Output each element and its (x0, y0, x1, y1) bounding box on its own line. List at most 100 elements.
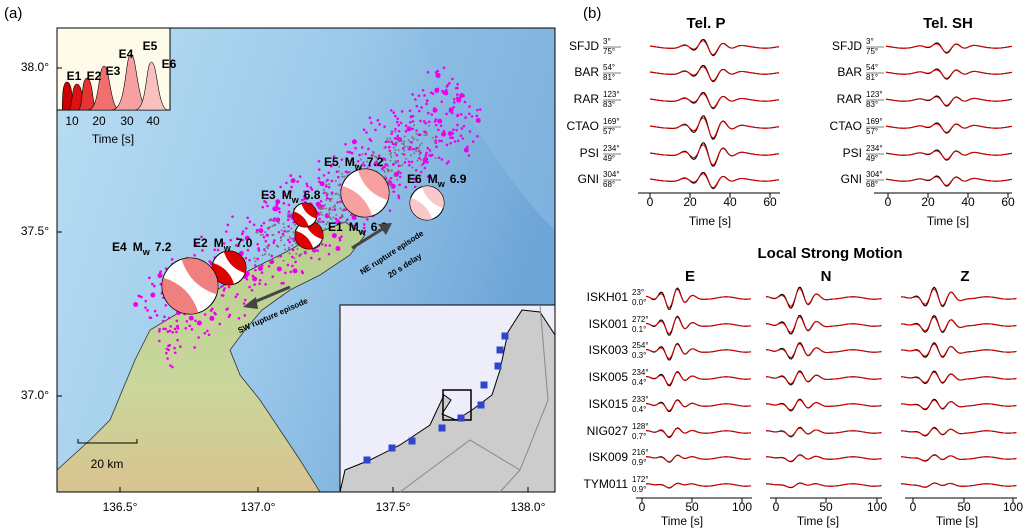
aftershock (288, 241, 291, 244)
distance: 75° (866, 47, 878, 56)
mag-sub: w (291, 195, 300, 205)
background-event (395, 141, 397, 143)
mag-sub: w (223, 243, 232, 253)
background-event (349, 171, 351, 173)
aftershock (414, 98, 417, 101)
aftershock (223, 287, 226, 290)
background-event (320, 211, 322, 213)
aftershock (454, 140, 457, 143)
background-event (426, 132, 428, 134)
aftershock (173, 347, 176, 350)
aftershock (476, 135, 479, 138)
synthetic-waveform (886, 97, 1012, 105)
background-event (289, 213, 291, 215)
aftershock (241, 233, 244, 236)
aftershock (405, 125, 408, 128)
background-event (415, 133, 417, 135)
aftershock (418, 133, 421, 136)
x-tick-label: 60 (1001, 195, 1015, 209)
aftershock (327, 171, 330, 174)
aftershock (162, 320, 165, 323)
background-event (387, 165, 389, 167)
observed-waveform (901, 399, 1017, 410)
aftershock (468, 105, 471, 108)
aftershock (434, 88, 439, 93)
aftershock (171, 331, 174, 334)
background-event (291, 244, 293, 246)
panel-label: (a) (4, 5, 22, 22)
background-event (288, 230, 290, 232)
background-event (328, 209, 330, 211)
aftershock (400, 122, 403, 125)
panel-title: Local Strong Motion (758, 245, 903, 262)
background-event (255, 231, 257, 233)
distance: 0.3° (632, 351, 646, 360)
component-label: Z (960, 268, 969, 285)
aftershock (440, 140, 443, 143)
aftershock (174, 328, 177, 331)
aftershock (256, 258, 259, 261)
station (389, 445, 396, 452)
distance: 49° (603, 154, 615, 163)
background-event (289, 236, 291, 238)
background-event (331, 198, 333, 200)
aftershock (174, 351, 177, 354)
station-label: ISK015 (589, 397, 629, 411)
aftershock (428, 121, 431, 124)
background-event (277, 256, 279, 258)
aftershock (245, 227, 248, 230)
inset-event-label: E3 (106, 64, 121, 78)
aftershock (253, 283, 256, 286)
aftershock (214, 313, 217, 316)
aftershock (418, 94, 421, 97)
azimuth: 172° (632, 475, 649, 484)
background-event (336, 202, 338, 204)
aftershock (443, 91, 448, 96)
aftershock (328, 253, 331, 256)
aftershock (225, 308, 228, 311)
background-event (409, 141, 411, 143)
aftershock (460, 113, 463, 116)
background-event (325, 223, 327, 225)
distance: 68° (603, 180, 615, 189)
aftershock (367, 148, 370, 151)
aftershock (419, 120, 422, 123)
background-event (429, 151, 431, 153)
background-event (272, 234, 274, 236)
x-tick-label: 100 (867, 500, 887, 514)
background-event (395, 162, 397, 164)
aftershock (293, 268, 298, 273)
aftershock (261, 206, 264, 209)
aftershock (451, 78, 454, 81)
background-event (386, 140, 388, 142)
background-event (324, 204, 326, 206)
background-event (325, 184, 327, 186)
x-tick-label: 0 (639, 500, 646, 514)
station-label: RAR (574, 92, 600, 106)
background-event (410, 148, 412, 150)
aftershock (235, 295, 238, 298)
x-tick-label: 60 (763, 195, 777, 209)
aftershock (284, 271, 287, 274)
panel-label: (b) (583, 5, 601, 22)
aftershock (220, 285, 223, 288)
background-event (413, 152, 415, 154)
aftershock (285, 182, 288, 185)
aftershock (253, 223, 256, 226)
event-mag: 6.8 (304, 188, 321, 202)
aftershock (193, 254, 196, 257)
background-event (335, 193, 337, 195)
aftershock (369, 116, 372, 119)
aftershock (259, 279, 262, 282)
background-event (320, 208, 322, 210)
aftershock (451, 136, 454, 139)
aftershock (165, 352, 168, 355)
station-label: BAR (837, 65, 862, 79)
aftershock (246, 278, 249, 281)
mag-symbol: M (214, 236, 224, 250)
x-tick-label: 100 (732, 500, 752, 514)
aftershock (328, 186, 331, 189)
aftershock (435, 124, 438, 127)
background-event (276, 218, 278, 220)
aftershock (369, 138, 372, 141)
